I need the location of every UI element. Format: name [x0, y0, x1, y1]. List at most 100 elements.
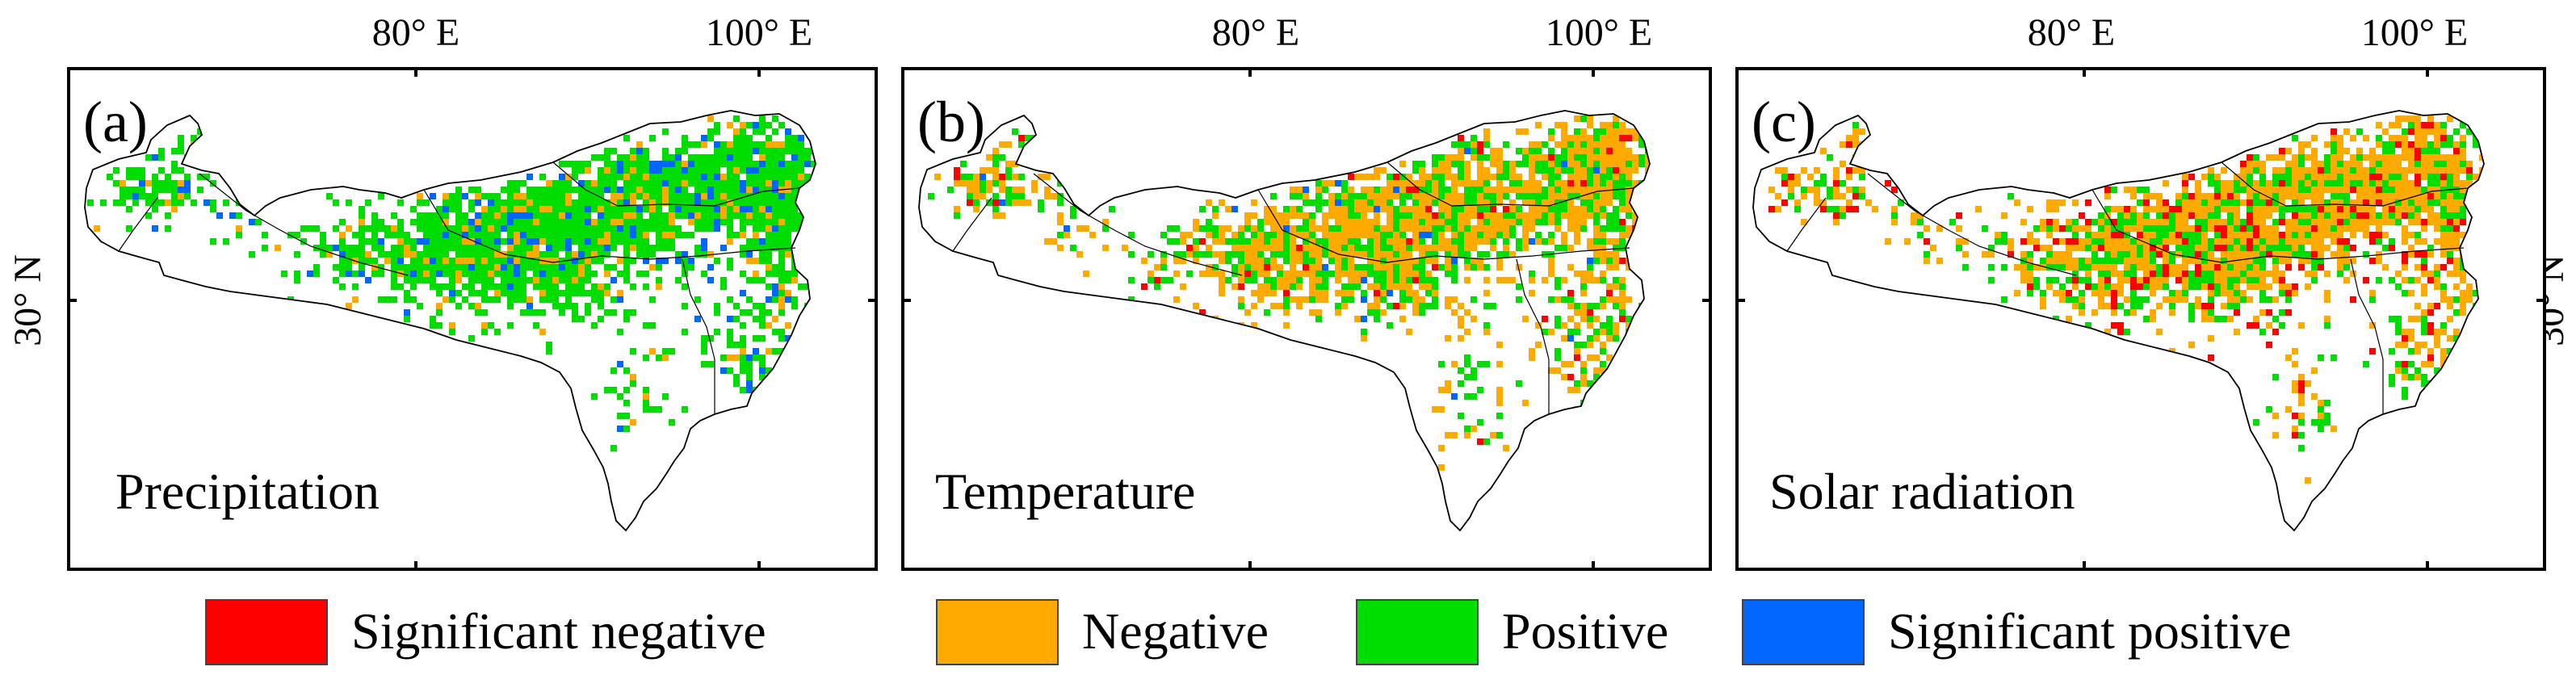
- trend-pixel-negative: [2414, 167, 2421, 174]
- trend-pixel-negative: [1503, 245, 1509, 251]
- trend-pixel-negative: [1587, 342, 1593, 348]
- trend-pixel-positive: [1212, 206, 1219, 212]
- trend-pixel-positive: [649, 225, 656, 232]
- trend-pixel-negative: [2395, 161, 2402, 167]
- trend-pixel-negative: [1464, 277, 1471, 283]
- trend-pixel-negative: [1561, 361, 1567, 367]
- trend-pixel-negative: [2143, 206, 2150, 212]
- trend-pixel-positive: [2285, 174, 2292, 180]
- trend-pixel-positive: [1587, 206, 1593, 212]
- trend-pixel-positive: [1432, 238, 1438, 245]
- trend-pixel-significant-positive: [527, 303, 533, 309]
- trend-pixel-positive: [791, 199, 798, 206]
- trend-pixel-negative: [1328, 199, 1335, 206]
- trend-pixel-negative: [2343, 174, 2350, 180]
- trend-pixel-negative: [1341, 212, 1348, 219]
- trend-pixel-positive: [2369, 180, 2376, 187]
- trend-pixel-positive: [527, 193, 533, 199]
- trend-pixel-negative: [2285, 225, 2292, 232]
- trend-pixel-positive: [507, 199, 514, 206]
- trend-pixel-significant-positive: [436, 270, 443, 277]
- trend-pixel-positive: [1445, 270, 1451, 277]
- trend-pixel-positive: [649, 251, 656, 258]
- trend-pixel-negative: [1626, 193, 1632, 199]
- trend-pixel-positive: [2395, 283, 2402, 290]
- trend-pixel-negative: [1076, 251, 1083, 258]
- trend-pixel-positive: [1238, 232, 1244, 238]
- trend-pixel-negative: [1387, 283, 1393, 290]
- trend-pixel-positive: [669, 199, 675, 206]
- trend-pixel-positive: [1820, 174, 1827, 180]
- trend-pixel-negative: [1574, 180, 1580, 187]
- trend-pixel-negative: [2414, 219, 2421, 225]
- trend-pixel-positive: [636, 219, 643, 225]
- trend-pixel-negative: [2402, 238, 2408, 245]
- trend-pixel-negative: [1490, 174, 1496, 180]
- trend-pixel-negative: [2053, 258, 2059, 264]
- trend-pixel-positive: [2311, 180, 2318, 187]
- trend-pixel-positive: [1322, 270, 1328, 277]
- trend-pixel-positive: [701, 161, 707, 167]
- region-outline: [84, 110, 816, 532]
- trend-pixel-negative: [2369, 148, 2376, 154]
- trend-pixel-positive: [2298, 251, 2305, 258]
- trend-pixel-positive: [126, 187, 132, 193]
- trend-pixel-positive: [572, 238, 578, 245]
- trend-pixel-negative: [1593, 354, 1600, 361]
- trend-pixel-negative: [1322, 290, 1328, 296]
- trend-pixel-negative: [462, 258, 468, 264]
- trend-pixel-positive: [1483, 251, 1490, 258]
- trend-pixel-positive: [1419, 161, 1425, 167]
- trend-pixel-significant-negative: [2447, 219, 2453, 225]
- trend-pixel-significant-positive: [707, 264, 714, 270]
- trend-pixel-negative: [1580, 380, 1587, 387]
- trend-pixel-positive: [1270, 232, 1277, 238]
- trend-pixel-positive: [1341, 180, 1348, 187]
- trend-pixel-positive: [746, 296, 753, 303]
- trend-pixel-negative: [1567, 206, 1574, 212]
- trend-pixel-positive: [397, 283, 404, 290]
- trend-pixel-significant-negative: [954, 174, 960, 180]
- trend-pixel-significant-negative: [1846, 167, 1852, 174]
- trend-pixel-negative: [346, 225, 352, 232]
- trend-pixel-significant-negative: [1606, 148, 1613, 154]
- trend-pixel-negative: [1277, 245, 1283, 251]
- trend-pixel-negative: [1451, 187, 1458, 193]
- trend-pixel-negative: [2395, 342, 2402, 348]
- trend-pixel-negative: [1529, 354, 1535, 361]
- trend-pixel-positive: [766, 283, 772, 290]
- trend-pixel-positive: [669, 193, 675, 199]
- trend-pixel-negative: [1354, 174, 1361, 180]
- trend-pixel-positive: [2447, 141, 2453, 148]
- internal-boundary: [1516, 258, 1550, 414]
- trend-pixel-significant-positive: [1593, 167, 1600, 174]
- trend-pixel-positive: [766, 232, 772, 238]
- trend-pixel-positive: [346, 245, 352, 251]
- trend-pixel-negative: [2376, 154, 2382, 161]
- trend-pixel-positive: [778, 225, 785, 232]
- trend-pixel-positive: [2085, 245, 2091, 251]
- trend-pixel-positive: [443, 225, 449, 232]
- trend-pixel-positive: [1561, 199, 1567, 206]
- trend-pixel-negative: [1238, 245, 1244, 251]
- trend-pixel-negative: [1509, 219, 1516, 225]
- trend-pixel-negative: [2408, 148, 2414, 154]
- trend-pixel-negative: [1277, 225, 1283, 232]
- trend-pixel-significant-negative: [2156, 251, 2163, 258]
- trend-pixel-positive: [475, 251, 481, 258]
- trend-pixel-significant-negative: [1154, 277, 1160, 283]
- trend-pixel-negative: [520, 193, 527, 199]
- trend-pixel-negative: [2343, 128, 2350, 135]
- trend-pixel-positive: [546, 219, 552, 225]
- trend-pixel-negative: [1626, 167, 1632, 174]
- trend-pixel-negative: [2421, 225, 2427, 232]
- trend-pixel-positive: [714, 167, 720, 174]
- trend-pixel-positive: [1503, 251, 1509, 258]
- trend-pixel-positive: [617, 413, 623, 419]
- trend-pixel-positive: [759, 180, 766, 187]
- trend-pixel-negative: [546, 258, 552, 264]
- trend-pixel-positive: [701, 212, 707, 219]
- trend-pixel-negative: [2421, 309, 2427, 316]
- trend-pixel-negative: [2311, 135, 2318, 141]
- trend-pixel-positive: [2343, 199, 2350, 206]
